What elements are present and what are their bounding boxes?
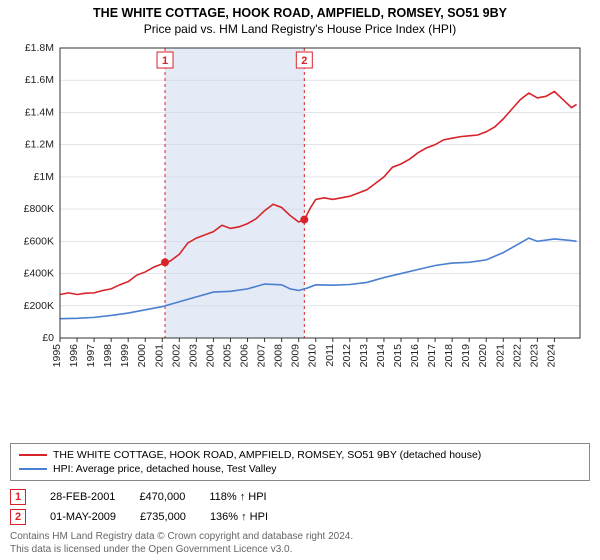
legend-label: HPI: Average price, detached house, Test…: [53, 463, 277, 475]
legend-swatch: [19, 454, 47, 456]
svg-text:2001: 2001: [153, 344, 165, 368]
svg-text:1: 1: [162, 55, 168, 67]
sale-date: 01-MAY-2009: [50, 511, 116, 523]
svg-text:2014: 2014: [375, 344, 387, 368]
svg-text:£0: £0: [42, 332, 54, 344]
svg-text:2010: 2010: [307, 344, 319, 368]
svg-text:2022: 2022: [511, 344, 523, 368]
svg-text:£1.4M: £1.4M: [25, 106, 54, 118]
svg-text:2002: 2002: [170, 344, 182, 368]
sales-table: 1 28-FEB-2001 £470,000 118% ↑ HPI 2 01-M…: [10, 487, 590, 527]
sale-marker-icon: 1: [10, 489, 26, 505]
svg-text:2003: 2003: [187, 344, 199, 368]
svg-text:2: 2: [301, 55, 307, 67]
svg-text:1996: 1996: [68, 344, 80, 368]
svg-text:£1.6M: £1.6M: [25, 74, 54, 86]
footer-attribution: Contains HM Land Registry data © Crown c…: [10, 531, 590, 556]
sale-row: 1 28-FEB-2001 £470,000 118% ↑ HPI: [10, 487, 590, 507]
svg-text:£1.2M: £1.2M: [25, 139, 54, 151]
svg-text:2017: 2017: [426, 344, 438, 368]
svg-text:£400K: £400K: [24, 268, 54, 280]
svg-text:2006: 2006: [239, 344, 251, 368]
svg-text:1999: 1999: [119, 344, 131, 368]
svg-text:2021: 2021: [494, 344, 506, 368]
sale-marker-icon: 2: [10, 509, 26, 525]
svg-text:2018: 2018: [443, 344, 455, 368]
svg-text:£1.8M: £1.8M: [25, 42, 54, 54]
sale-date: 28-FEB-2001: [50, 491, 115, 503]
svg-text:2012: 2012: [341, 344, 353, 368]
svg-text:2009: 2009: [290, 344, 302, 368]
legend-item-property: THE WHITE COTTAGE, HOOK ROAD, AMPFIELD, …: [19, 448, 581, 462]
legend-swatch: [19, 468, 47, 470]
svg-text:£1M: £1M: [34, 171, 54, 183]
chart-area: £0 £200K £400K £600K £800K £1M £1.2M £1.4M £1.6M…: [10, 42, 590, 439]
svg-text:2015: 2015: [392, 344, 404, 368]
svg-text:2013: 2013: [358, 344, 370, 368]
chart-subtitle: Price paid vs. HM Land Registry's House …: [10, 22, 590, 36]
svg-text:2024: 2024: [545, 344, 557, 368]
svg-text:2020: 2020: [477, 344, 489, 368]
svg-text:1998: 1998: [102, 344, 114, 368]
svg-text:2008: 2008: [273, 344, 285, 368]
sale-row: 2 01-MAY-2009 £735,000 136% ↑ HPI: [10, 507, 590, 527]
svg-text:£600K: £600K: [24, 235, 54, 247]
legend: THE WHITE COTTAGE, HOOK ROAD, AMPFIELD, …: [10, 443, 590, 481]
chart-title: THE WHITE COTTAGE, HOOK ROAD, AMPFIELD, …: [10, 6, 590, 20]
svg-text:2005: 2005: [221, 344, 233, 368]
svg-text:2016: 2016: [409, 344, 421, 368]
sale-price: £735,000: [140, 511, 186, 523]
svg-text:2023: 2023: [528, 344, 540, 368]
svg-text:2011: 2011: [324, 344, 336, 367]
svg-text:£800K: £800K: [24, 203, 54, 215]
legend-label: THE WHITE COTTAGE, HOOK ROAD, AMPFIELD, …: [53, 449, 481, 461]
legend-item-hpi: HPI: Average price, detached house, Test…: [19, 462, 581, 476]
svg-text:2004: 2004: [204, 344, 216, 368]
footer-line: Contains HM Land Registry data © Crown c…: [10, 531, 590, 544]
sale-vs-hpi: 118% ↑ HPI: [209, 491, 266, 503]
svg-text:1995: 1995: [51, 344, 63, 368]
sale-price: £470,000: [139, 491, 185, 503]
footer-line: This data is licensed under the Open Gov…: [10, 544, 590, 557]
svg-text:1997: 1997: [85, 344, 97, 368]
price-chart: £0 £200K £400K £600K £800K £1M £1.2M £1.4M £1.6M…: [10, 42, 590, 372]
svg-text:£200K: £200K: [24, 300, 54, 312]
sale-vs-hpi: 136% ↑ HPI: [210, 511, 268, 523]
svg-text:2019: 2019: [460, 344, 472, 368]
svg-text:2000: 2000: [136, 344, 148, 368]
svg-text:2007: 2007: [256, 344, 268, 368]
